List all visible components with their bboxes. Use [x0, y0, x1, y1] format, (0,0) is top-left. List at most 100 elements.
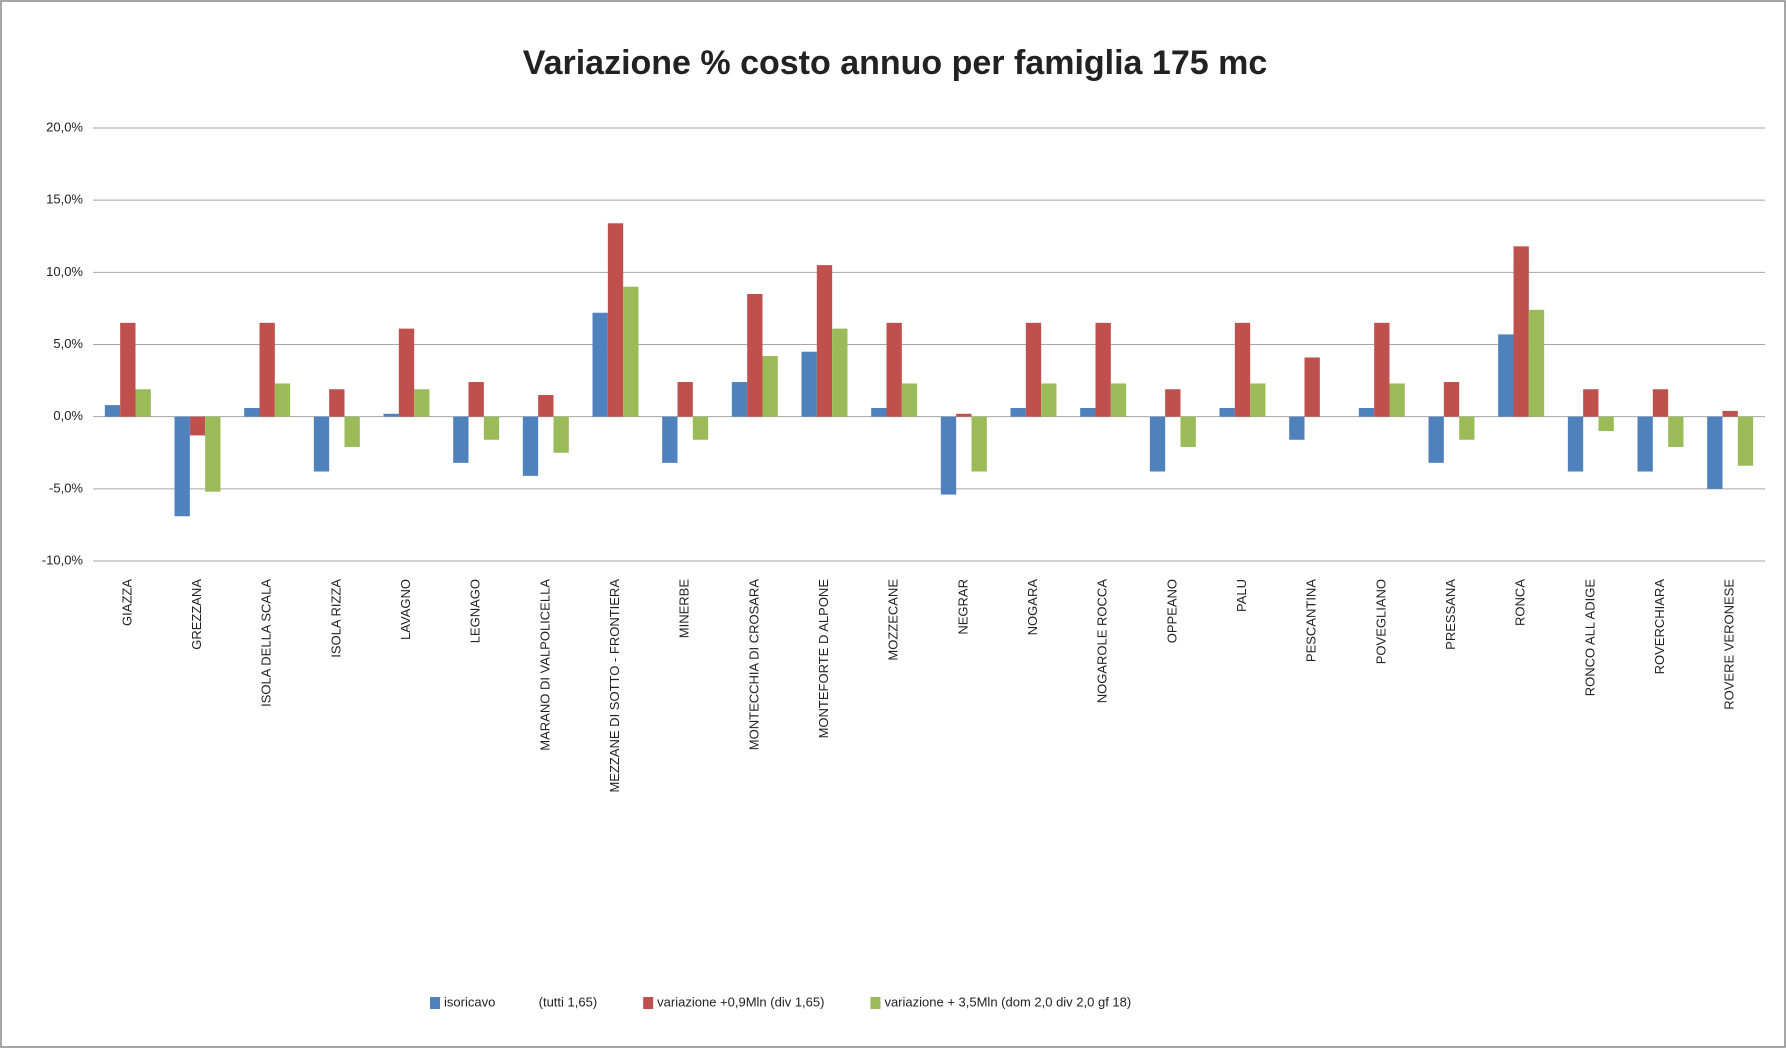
x-tick-label: ISOLA RIZZA: [328, 579, 343, 658]
bar: [592, 312, 608, 417]
chart-title: Variazione % costo annuo per famiglia 17…: [523, 44, 1267, 82]
bar: [1149, 416, 1166, 472]
x-tick-label: ROVERCHIARA: [1652, 579, 1667, 675]
x-tick-label: NOGAROLE ROCCA: [1095, 579, 1110, 704]
bar: [1513, 246, 1529, 417]
bar: [398, 328, 415, 417]
bar: [662, 416, 678, 463]
bar: [1041, 383, 1057, 417]
bar: [1358, 408, 1375, 417]
legend-swatch: [430, 997, 440, 1009]
bar: [832, 328, 848, 417]
bar: [1528, 309, 1545, 417]
x-tick-label: PALU: [1234, 579, 1249, 612]
x-tick-label: RONCA: [1513, 579, 1528, 626]
bar: [1583, 389, 1599, 417]
bar: [453, 416, 469, 463]
x-tick-label: ROVERE VERONESE: [1722, 579, 1737, 710]
y-tick-label: 20,0%: [46, 119, 83, 134]
bar: [1567, 416, 1584, 472]
bar: [731, 382, 748, 417]
bar: [1707, 416, 1723, 489]
bar: [1389, 383, 1405, 417]
bar: [1219, 408, 1235, 417]
x-tick-label: POVEGLIANO: [1373, 579, 1388, 664]
bar: [762, 356, 778, 417]
bar: [971, 416, 987, 472]
x-tick-label: GREZZANA: [189, 579, 204, 650]
bar: [135, 389, 151, 417]
bar: [522, 416, 539, 476]
bar: [1598, 416, 1614, 432]
legend-label: variazione +0,9Mln (div 1,65): [657, 994, 824, 1009]
bar: [623, 286, 639, 417]
bar: [816, 265, 833, 417]
legend-swatch: [870, 997, 881, 1009]
x-tick-label: LEGNAGO: [468, 579, 483, 643]
y-tick-label: 0,0%: [53, 408, 83, 423]
x-tick-label: ISOLA DELLA SCALA: [259, 579, 274, 707]
x-tick-label: MONTECCHIA DI CROSARA: [746, 579, 761, 751]
y-tick-label: -10,0%: [42, 552, 84, 567]
x-tick-label: RONCO ALL ADIGE: [1582, 579, 1597, 697]
bar: [553, 416, 569, 453]
bar: [468, 382, 484, 417]
bar: [383, 413, 399, 417]
bar: [1428, 416, 1444, 463]
bar: [1737, 416, 1754, 466]
bar: [414, 389, 430, 417]
bar: [901, 383, 918, 417]
bar: [483, 416, 500, 440]
bar: [871, 408, 887, 417]
x-tick-label: MEZZANE DI SOTTO - FRONTIERA: [607, 579, 622, 793]
bar: [886, 322, 902, 417]
legend-swatch: [643, 997, 654, 1009]
bar: [120, 322, 136, 417]
y-tick-label: 10,0%: [46, 264, 83, 279]
bar: [1652, 389, 1669, 417]
bar: [956, 413, 972, 417]
bar: [1498, 334, 1514, 417]
bar: [1165, 389, 1181, 417]
bar: [747, 293, 763, 417]
bar: [189, 416, 206, 436]
bar: [1234, 322, 1251, 417]
bar: [313, 416, 330, 472]
bar: [1637, 416, 1653, 472]
legend-label: isoricavo (tutti 1,65): [444, 994, 597, 1009]
bar: [677, 382, 693, 417]
bar: [940, 416, 957, 495]
x-tick-label: PRESSANA: [1443, 579, 1458, 650]
x-tick-label: LAVAGNO: [398, 579, 413, 640]
bar: [329, 389, 345, 417]
bar: [1459, 416, 1475, 440]
bar: [1443, 382, 1460, 417]
x-tick-label: MOZZECANE: [886, 579, 901, 661]
bar: [538, 395, 554, 417]
bar: [259, 322, 275, 417]
x-tick-label: MINERBE: [677, 579, 692, 639]
bar: [1289, 416, 1305, 440]
x-tick-label: PESCANTINA: [1304, 579, 1319, 662]
bar: [104, 405, 121, 417]
y-tick-label: 5,0%: [53, 336, 83, 351]
bar: [607, 223, 624, 417]
bar: [1304, 357, 1320, 417]
x-tick-label: GIAZZA: [119, 579, 134, 626]
y-tick-label: -5,0%: [49, 480, 83, 495]
x-tick-label: NOGARA: [1025, 579, 1040, 636]
bar: [1110, 383, 1127, 417]
bar: [1722, 410, 1738, 417]
y-tick-label: 15,0%: [46, 192, 83, 207]
x-tick-label: OPPEANO: [1164, 579, 1179, 643]
bar: [1095, 322, 1111, 417]
bar: [274, 383, 291, 417]
bar: [344, 416, 360, 447]
x-tick-label: NEGRAR: [955, 579, 970, 635]
bar: [205, 416, 221, 492]
bar: [244, 408, 260, 417]
bar: [1668, 416, 1684, 447]
bar: [1080, 408, 1096, 417]
